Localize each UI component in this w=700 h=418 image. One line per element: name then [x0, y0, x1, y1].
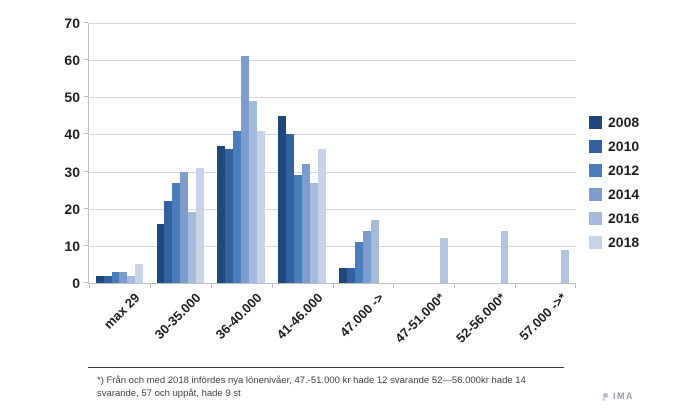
- x-tick-6: [454, 284, 456, 288]
- bar-2014-max 29: [119, 271, 128, 283]
- ima-logo: IMA: [602, 391, 634, 401]
- bar-2014-36-40.000: [241, 56, 250, 283]
- legend-item-2014: 2014: [589, 182, 639, 206]
- x-axis-label-1: 30-35.000: [151, 290, 204, 343]
- legend-item-2018: 2018: [589, 230, 639, 254]
- x-axis-label-5: 47-51.000*: [391, 290, 448, 346]
- y-tick-0: [84, 282, 88, 283]
- legend-item-2012: 2012: [589, 158, 639, 182]
- y-tick-50: [84, 96, 88, 98]
- legend-item-2008: 2008: [589, 110, 639, 134]
- bar-2016-30-35.000: [188, 212, 197, 283]
- gridline-70: [89, 23, 576, 24]
- ima-logo-label: IMA: [613, 391, 634, 401]
- bar-2010-max 29: [103, 275, 112, 283]
- bar-2012-36-40.000: [233, 130, 242, 283]
- legend-swatch-2010: [589, 139, 602, 153]
- bar-2018-47-51.000*: [439, 238, 448, 283]
- x-axis-label-6: 52-56.000*: [452, 290, 509, 346]
- y-axis-label-0: 0: [72, 275, 80, 291]
- x-tick-3: [271, 284, 273, 288]
- bar-2012-max 29: [111, 271, 120, 283]
- bar-2016-max 29: [127, 275, 136, 283]
- legend-label-2010: 2010: [608, 138, 640, 154]
- bar-2018-41-46.000: [317, 149, 326, 283]
- bar-2014-41-46.000: [302, 164, 310, 283]
- legend-label-2012: 2012: [608, 162, 640, 178]
- bar-2012-41-46.000: [294, 175, 303, 283]
- x-tick-5: [393, 284, 395, 288]
- footnote-divider: [88, 367, 564, 368]
- y-tick-20: [84, 207, 88, 209]
- bar-2008-30-35.000: [156, 223, 165, 283]
- x-tick-4: [332, 284, 334, 288]
- bar-2016-41-46.000: [309, 182, 318, 283]
- x-axis-label-2: 36-40.000: [212, 290, 265, 343]
- legend-swatch-2016: [589, 211, 602, 225]
- bar-2014-30-35.000: [180, 171, 189, 283]
- y-tick-10: [84, 244, 88, 246]
- bar-2008-max 29: [95, 275, 104, 283]
- gridline-50: [89, 97, 576, 99]
- bar-2010-36-40.000: [225, 149, 234, 283]
- y-axis-label-70: 70: [64, 15, 80, 31]
- x-tick-8: [575, 284, 576, 288]
- x-axis-label-3: 41-46.000: [273, 290, 326, 343]
- ima-dot-icon: [602, 393, 608, 401]
- gridline-10: [89, 245, 576, 247]
- y-tick-60: [84, 59, 88, 61]
- legend-swatch-2012: [589, 163, 602, 177]
- bar-2010-41-46.000: [286, 134, 295, 283]
- legend-label-2014: 2014: [608, 186, 640, 202]
- bar-2010-30-35.000: [164, 201, 173, 283]
- x-axis-label-7: 57.000 ->*: [515, 290, 570, 344]
- bar-2018-57.000 ->*: [561, 249, 570, 283]
- x-axis-label-0: max 29: [101, 290, 144, 332]
- bar-2008-41-46.000: [278, 115, 287, 283]
- bar-2010-47.000 ->: [347, 268, 356, 283]
- y-axis-label-40: 40: [64, 126, 80, 143]
- y-axis-label-10: 10: [64, 237, 80, 254]
- bar-2018-52-56.000*: [500, 231, 509, 283]
- footnote-text: *) Från och med 2018 infördes nya löneni…: [97, 375, 526, 400]
- y-axis-label-60: 60: [64, 52, 80, 69]
- x-tick-0: [89, 284, 90, 288]
- bar-2016-36-40.000: [249, 101, 257, 283]
- bar-2018-max 29: [135, 264, 144, 283]
- legend-label-2018: 2018: [608, 234, 640, 250]
- gridline-30: [89, 171, 576, 173]
- legend-swatch-2014: [589, 187, 602, 201]
- legend: 2008 2010 2012 2014 2016 2018: [589, 110, 639, 254]
- bar-2008-47.000 ->: [339, 268, 348, 283]
- bar-2018-30-35.000: [196, 167, 205, 283]
- x-tick-1: [149, 284, 151, 288]
- y-tick-70: [84, 22, 88, 23]
- y-tick-40: [84, 133, 88, 135]
- y-axis-label-50: 50: [64, 89, 80, 106]
- legend-swatch-2018: [589, 235, 602, 249]
- gridline-40: [89, 134, 576, 136]
- legend-item-2010: 2010: [589, 134, 639, 158]
- y-axis-label-20: 20: [64, 200, 80, 217]
- gridline-20: [89, 208, 576, 210]
- bar-2018-36-40.000: [257, 130, 265, 283]
- bar-2016-47.000 ->: [370, 219, 379, 283]
- legend-item-2016: 2016: [589, 206, 639, 230]
- legend-label-2008: 2008: [608, 114, 640, 130]
- x-tick-7: [515, 284, 517, 288]
- plot-area: [84, 22, 576, 288]
- bar-2014-47.000 ->: [362, 231, 371, 283]
- gridline-60: [89, 60, 576, 62]
- y-tick-30: [84, 170, 88, 172]
- bar-2012-30-35.000: [172, 182, 181, 283]
- y-axis-label-30: 30: [64, 163, 80, 180]
- bar-2008-36-40.000: [217, 145, 226, 283]
- x-axis-label-4: 47.000 ->: [336, 290, 387, 340]
- legend-swatch-2008: [589, 115, 602, 129]
- legend-label-2016: 2016: [608, 210, 640, 226]
- x-tick-2: [210, 284, 212, 288]
- bar-2012-47.000 ->: [355, 242, 363, 283]
